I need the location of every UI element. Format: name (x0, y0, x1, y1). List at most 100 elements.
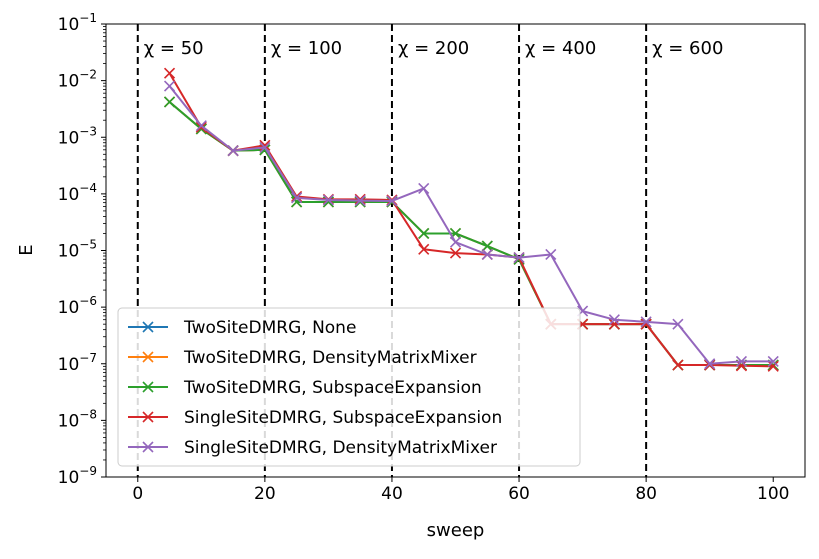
data-point-stroke (704, 359, 716, 371)
data-point-stroke (735, 355, 748, 367)
data-point-stroke (608, 314, 620, 326)
data-point-stroke (386, 195, 398, 207)
series-layer (163, 67, 779, 372)
legend-marker (142, 441, 154, 453)
vertical-line-label: χ = 200 (398, 38, 469, 59)
data-point (418, 243, 430, 255)
data-point (449, 236, 462, 248)
legend-entry: TwoSiteDMRG, SubspaceExpansion (128, 378, 482, 398)
data-point-stroke (672, 359, 684, 371)
y-axis-ticks: 10−9 10−8 10−7 10−6 10−5 10−4 10−3 10−2 10−1 (58, 11, 106, 488)
data-point (735, 355, 748, 367)
data-point (291, 192, 303, 204)
vertical-line-label: χ = 600 (652, 38, 723, 59)
legend-entry: TwoSiteDMRG, None (128, 318, 356, 338)
vertical-line-label: χ = 400 (525, 38, 596, 59)
legend-label: SingleSiteDMRG, SubspaceExpansion (184, 408, 502, 428)
data-point-stroke (672, 318, 684, 330)
y-tick-label: 10−6 (58, 294, 97, 318)
data-point (322, 194, 334, 206)
y-tick-label: 10−2 (58, 68, 97, 92)
data-point-stroke (418, 243, 430, 255)
legend: TwoSiteDMRG, None TwoSiteDMRG, DensityMat… (117, 307, 581, 467)
data-point-stroke (481, 248, 493, 261)
data-point-stroke (163, 80, 176, 92)
legend-marker (142, 411, 154, 423)
data-point (163, 96, 176, 108)
legend-marker (142, 381, 154, 393)
data-point-stroke (545, 248, 557, 261)
legend-entry: SingleSiteDMRG, SubspaceExpansion (128, 408, 502, 428)
y-axis-label: E (16, 244, 37, 255)
data-point-stroke (259, 141, 271, 154)
data-point-stroke (513, 252, 525, 264)
data-point (767, 355, 779, 367)
data-point-stroke (767, 360, 779, 372)
vertical-line-label: χ = 50 (144, 38, 204, 59)
legend-label: SingleSiteDMRG, DensityMatrixMixer (184, 438, 497, 458)
x-tick-label: 100 (757, 484, 789, 504)
legend-label: TwoSiteDMRG, SubspaceExpansion (183, 378, 482, 398)
legend-entry: TwoSiteDMRG, DensityMatrixMixer (128, 348, 477, 368)
data-point-stroke (291, 192, 303, 204)
y-tick-label: 10−4 (58, 181, 97, 205)
y-tick-label: 10−5 (58, 238, 97, 262)
data-point (640, 316, 652, 328)
data-point (354, 193, 366, 205)
y-tick-label: 10−8 (58, 407, 97, 431)
data-point (704, 358, 716, 370)
data-point (418, 227, 430, 240)
x-tick-label: 0 (132, 484, 143, 504)
data-point (195, 120, 207, 132)
data-point-stroke (354, 193, 366, 205)
data-point (449, 247, 462, 259)
x-tick-label: 80 (635, 484, 657, 504)
data-point (545, 248, 557, 261)
data-point-stroke (195, 121, 207, 133)
vertical-line-label: χ = 100 (271, 38, 342, 59)
data-point (163, 67, 176, 79)
data-point-stroke (418, 182, 430, 194)
y-tick-label: 10−9 (58, 464, 97, 488)
y-tick-label: 10−1 (58, 11, 97, 35)
data-point (481, 248, 493, 261)
series-5 (163, 80, 779, 370)
data-point-stroke (163, 67, 176, 79)
data-point-stroke (640, 318, 652, 330)
data-point (195, 121, 207, 133)
data-point-stroke (640, 316, 652, 328)
data-point (672, 318, 684, 330)
data-point (227, 145, 239, 157)
data-point (259, 141, 271, 154)
data-point-stroke (418, 227, 430, 240)
data-point-stroke (195, 120, 207, 132)
legend-label: TwoSiteDMRG, None (183, 318, 356, 338)
y-tick-label: 10−3 (58, 124, 97, 148)
data-point-stroke (449, 236, 462, 248)
series-line (168, 85, 774, 365)
data-point (195, 123, 207, 135)
data-point-stroke (735, 360, 748, 372)
data-point-stroke (767, 355, 779, 367)
x-tick-label: 60 (508, 484, 530, 504)
data-point-stroke (354, 195, 366, 207)
x-tick-label: 40 (381, 484, 403, 504)
x-axis-ticks: 0 20 40 60 80 100 (132, 477, 789, 504)
data-point-stroke (259, 144, 271, 156)
data-point (481, 240, 493, 252)
y-tick-label: 10−7 (58, 351, 97, 375)
data-point (513, 252, 525, 264)
series-line (168, 72, 774, 368)
data-point-stroke (195, 123, 207, 135)
data-point-stroke (163, 96, 176, 108)
x-axis-label: sweep (427, 520, 485, 541)
data-point (767, 360, 779, 372)
legend-box (117, 307, 581, 467)
data-point (386, 195, 398, 207)
x-tick-label: 20 (254, 484, 276, 504)
data-point (704, 359, 716, 371)
legend-marker (142, 321, 154, 333)
data-point-stroke (704, 358, 716, 370)
data-point-stroke (227, 145, 239, 157)
